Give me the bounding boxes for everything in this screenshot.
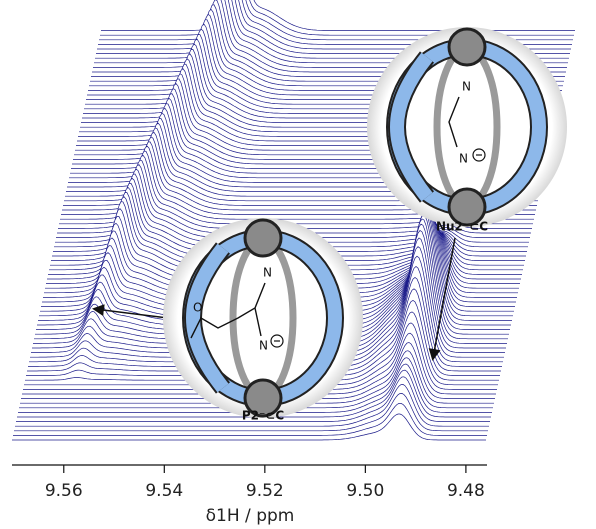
- x-tick-label: 9.48: [447, 481, 485, 501]
- spectrum-trace: [101, 0, 575, 31]
- spectrum-fill: [69, 108, 544, 179]
- stopper: [243, 378, 283, 418]
- inset-label: Nu2⁻⊂C: [436, 220, 488, 234]
- atom: O: [193, 301, 202, 315]
- bond: [190, 282, 266, 339]
- atom: N: [259, 339, 268, 353]
- arrow: [92, 304, 169, 319]
- x-tick-label: 9.52: [246, 481, 284, 501]
- spectrum-trace: [15, 384, 489, 427]
- spectrum-fill: [67, 118, 542, 188]
- x-tick-label: 9.54: [145, 481, 183, 501]
- spectrum-fill: [65, 128, 540, 198]
- atom: N: [263, 266, 272, 280]
- arrow: [428, 237, 456, 361]
- stopper: [447, 187, 487, 227]
- spectrum-fill: [68, 113, 543, 184]
- spectra: [12, 0, 576, 441]
- x-axis: 9.56 9.54 9.52 9.50 9.48: [12, 464, 487, 501]
- inset-p: O N N P2⁻⊂C: [163, 218, 363, 423]
- spectrum-trace: [14, 393, 488, 432]
- spectrum-fill: [62, 141, 537, 211]
- spectrum-fill: [74, 83, 549, 156]
- spectrum-fill: [73, 88, 548, 161]
- stopper: [243, 218, 283, 258]
- atom: N: [459, 152, 468, 166]
- spectrum-trace: [16, 376, 490, 422]
- spectrum-fill: [60, 151, 535, 221]
- x-tick-label: 9.56: [45, 481, 83, 501]
- spectrum-fill: [61, 146, 536, 216]
- atom: N: [462, 80, 471, 94]
- inset-nu: N N Nu2⁻⊂C: [367, 27, 567, 234]
- inset-label: P2⁻⊂C: [242, 409, 285, 423]
- stopper: [447, 27, 487, 67]
- x-tick-label: 9.50: [346, 481, 384, 501]
- x-axis-label: δ1H / ppm: [206, 506, 295, 526]
- spectrum-trace: [12, 413, 486, 441]
- spectrum-fill: [71, 98, 546, 170]
- spectrum-trace: [13, 403, 487, 436]
- spectrum-trace: [100, 0, 574, 36]
- spectrum-fill: [66, 123, 541, 193]
- spectrum-fill: [70, 103, 545, 175]
- spectrum-fill: [72, 93, 547, 165]
- bond: [448, 96, 460, 148]
- spectrum-fill: [101, 0, 576, 32]
